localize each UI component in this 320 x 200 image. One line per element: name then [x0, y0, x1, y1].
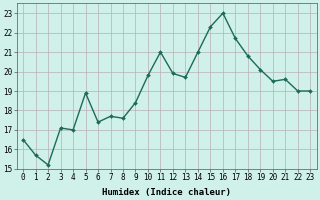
- X-axis label: Humidex (Indice chaleur): Humidex (Indice chaleur): [102, 188, 231, 197]
